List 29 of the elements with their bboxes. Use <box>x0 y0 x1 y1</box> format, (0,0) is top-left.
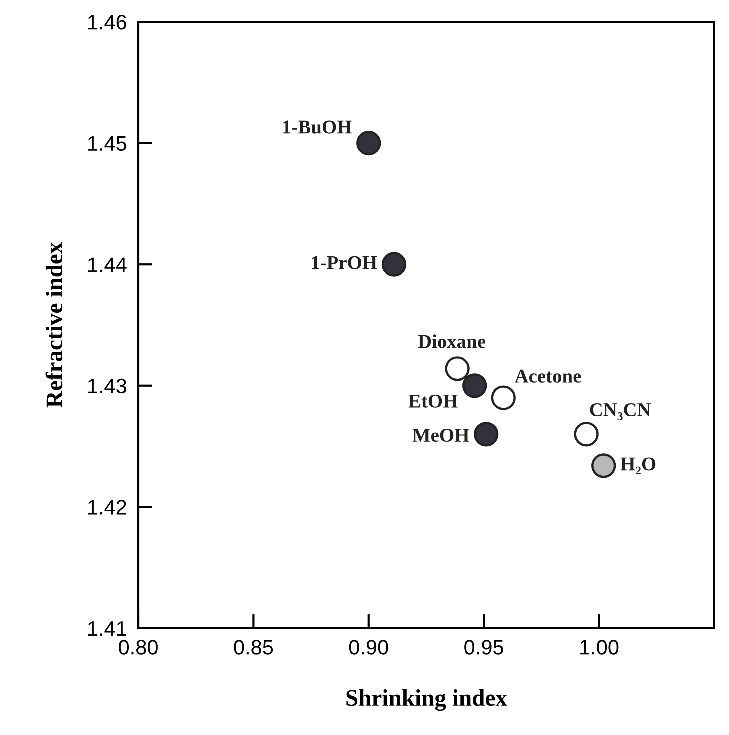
point <box>474 422 499 447</box>
x-tick-label: 1.00 <box>580 640 619 655</box>
annotation: EtOH <box>408 394 458 408</box>
y-tick-label: 1.45 <box>88 136 127 152</box>
y-tick-label: 1.46 <box>88 15 126 30</box>
annotation: 1-BuOH <box>284 120 352 134</box>
x-tick-label: 0.85 <box>234 640 274 655</box>
x-tick-label: 0.90 <box>349 640 388 655</box>
y-tick-label: 1.42 <box>88 500 126 515</box>
y-tick-label: 1.44 <box>88 258 127 272</box>
annotation: Dioxane <box>418 334 486 348</box>
x-tick-label: 0.95 <box>464 640 504 655</box>
y-tick-label: 1.43 <box>88 378 126 394</box>
annotation: CN₃CN <box>590 403 652 420</box>
y-tick-label: 1.41 <box>88 622 126 636</box>
annotation: Acetone <box>514 370 582 383</box>
point <box>462 374 488 398</box>
point <box>491 386 516 410</box>
point <box>356 131 382 156</box>
point <box>445 356 470 382</box>
annotation: 1-PrOH <box>312 256 378 270</box>
y-axis-title: Refractive index <box>46 242 63 408</box>
point <box>382 252 407 277</box>
point <box>574 422 599 447</box>
point <box>592 454 616 478</box>
annotation: H₂O <box>620 458 656 474</box>
x-axis-title: Shrinking index <box>346 690 508 712</box>
x-tick-label: 0.80 <box>119 640 158 655</box>
annotation: MeOH <box>412 428 470 442</box>
